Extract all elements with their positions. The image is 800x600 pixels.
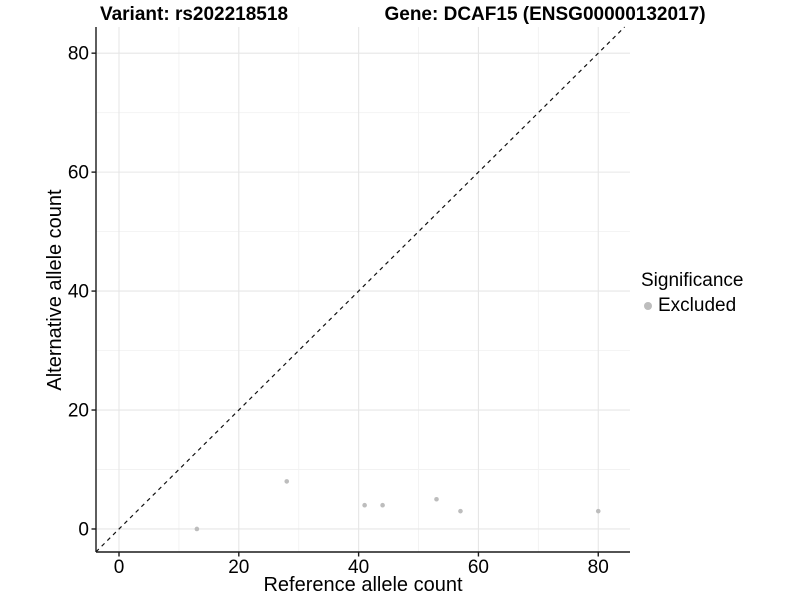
data-point: [284, 479, 290, 484]
data-point: [362, 502, 367, 508]
x-axis-title: Reference allele count: [263, 574, 463, 596]
x-tick-label: 20: [228, 557, 249, 578]
data-point: [595, 508, 601, 514]
y-tick-label: 60: [68, 163, 89, 184]
plot-title-gene: Gene: DCAF15 (ENSG00000132017): [384, 4, 706, 25]
x-tick-label: 40: [348, 557, 369, 578]
legend: Significance Excluded: [641, 270, 744, 317]
legend-item-excluded: Excluded: [641, 294, 743, 317]
legend-title: Significance: [641, 270, 744, 291]
data-point: [194, 526, 200, 532]
y-tick-label: 20: [68, 401, 89, 422]
x-tick-label: 0: [114, 557, 125, 578]
y-tick-label: 0: [78, 519, 89, 540]
y-tick-label: 40: [68, 282, 89, 303]
legend-item-label: Excluded: [658, 294, 737, 316]
data-point: [434, 496, 439, 502]
data-point: [458, 508, 463, 514]
plot-title-variant: Variant: rs202218518: [99, 4, 289, 25]
data-point: [380, 502, 385, 508]
y-axis-title: Alternative allele count: [44, 189, 66, 391]
identity-dashed-line: [95, 26, 626, 553]
y-tick-label: 80: [68, 44, 89, 65]
x-tick-label: 80: [588, 557, 609, 578]
x-tick-label: 60: [468, 557, 489, 578]
excluded-point-icon: [644, 302, 652, 311]
